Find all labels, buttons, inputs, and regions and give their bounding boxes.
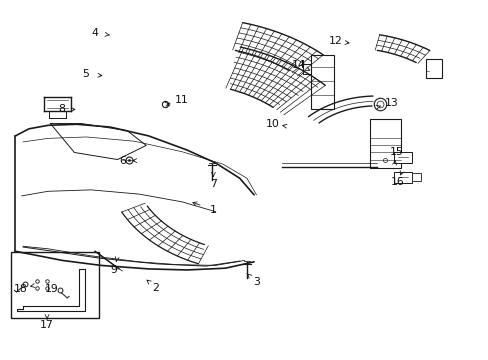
Text: 4: 4 bbox=[91, 28, 98, 38]
Text: 10: 10 bbox=[265, 118, 279, 129]
Text: 3: 3 bbox=[252, 277, 260, 287]
FancyBboxPatch shape bbox=[310, 55, 333, 109]
Text: 19: 19 bbox=[45, 284, 59, 294]
FancyBboxPatch shape bbox=[11, 252, 99, 318]
Text: 9: 9 bbox=[110, 265, 117, 275]
FancyBboxPatch shape bbox=[393, 152, 411, 163]
Text: 5: 5 bbox=[82, 69, 89, 79]
FancyBboxPatch shape bbox=[369, 119, 400, 168]
Text: 18: 18 bbox=[13, 284, 27, 294]
FancyBboxPatch shape bbox=[411, 173, 420, 181]
Text: 13: 13 bbox=[385, 98, 398, 108]
Text: 1: 1 bbox=[209, 205, 216, 215]
Text: 2: 2 bbox=[152, 283, 159, 293]
Text: 14: 14 bbox=[291, 60, 305, 70]
FancyBboxPatch shape bbox=[425, 59, 442, 78]
Text: 8: 8 bbox=[58, 104, 65, 114]
Text: 6: 6 bbox=[119, 156, 125, 166]
Text: 12: 12 bbox=[328, 36, 342, 46]
Text: 15: 15 bbox=[389, 148, 403, 157]
Text: 17: 17 bbox=[40, 320, 54, 330]
Text: 11: 11 bbox=[174, 95, 188, 105]
FancyBboxPatch shape bbox=[393, 171, 411, 183]
Text: 16: 16 bbox=[390, 177, 404, 187]
Text: 7: 7 bbox=[209, 179, 216, 189]
